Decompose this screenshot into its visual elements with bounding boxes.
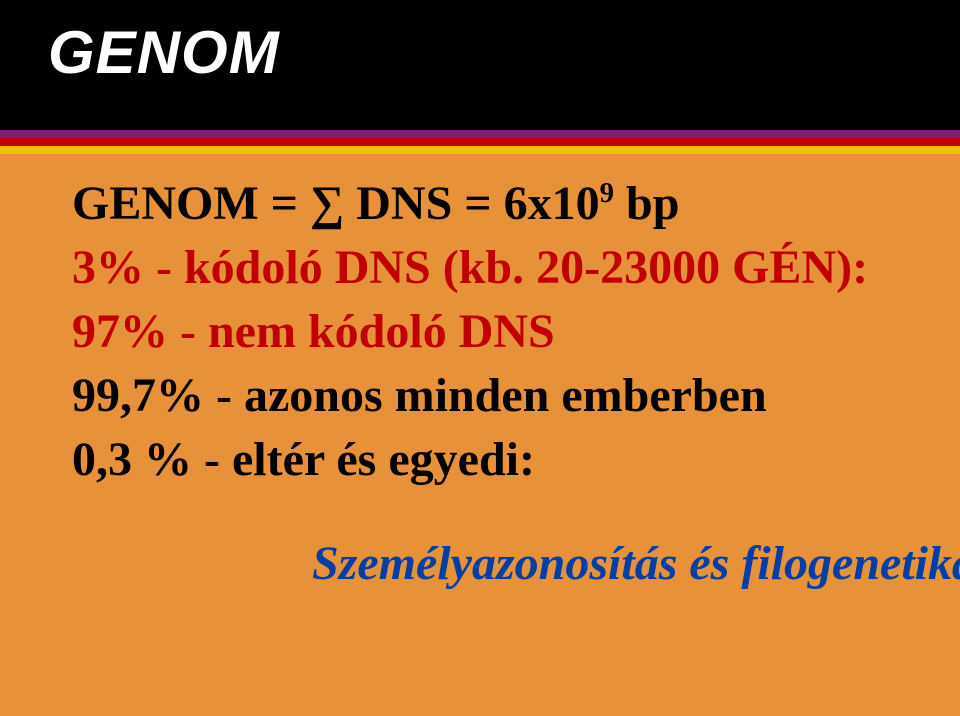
l1-prefix: GENOM = — [72, 177, 310, 230]
sigma-symbol: ∑ — [310, 177, 344, 230]
body-content: GENOM = ∑ DNS = 6x109 bp 3% - kódoló DNS… — [72, 172, 960, 596]
slide-root: GENOM GENOM = ∑ DNS = 6x109 bp 3% - kódo… — [0, 0, 960, 716]
divider-stripes — [0, 130, 960, 154]
l1-mid: DNS = 6x10 — [344, 177, 599, 230]
line-3: 97% - nem kódoló DNS — [72, 300, 960, 364]
body-area: GENOM = ∑ DNS = 6x109 bp 3% - kódoló DNS… — [0, 154, 960, 716]
slide-title: GENOM — [48, 18, 280, 87]
line-2: 3% - kódoló DNS (kb. 20-23000 GÉN): — [72, 236, 960, 300]
line-4: 99,7% - azonos minden emberben — [72, 364, 960, 428]
stripe-2 — [0, 138, 960, 146]
l1-exponent: 9 — [600, 177, 614, 209]
l1-suffix: bp — [614, 177, 679, 230]
line-5: 0,3 % - eltér és egyedi: — [72, 428, 960, 492]
stripe-3 — [0, 146, 960, 154]
line-1: GENOM = ∑ DNS = 6x109 bp — [72, 172, 960, 236]
stripe-1 — [0, 130, 960, 138]
line-6: Személyazonosítás és filogenetika — [312, 532, 960, 596]
